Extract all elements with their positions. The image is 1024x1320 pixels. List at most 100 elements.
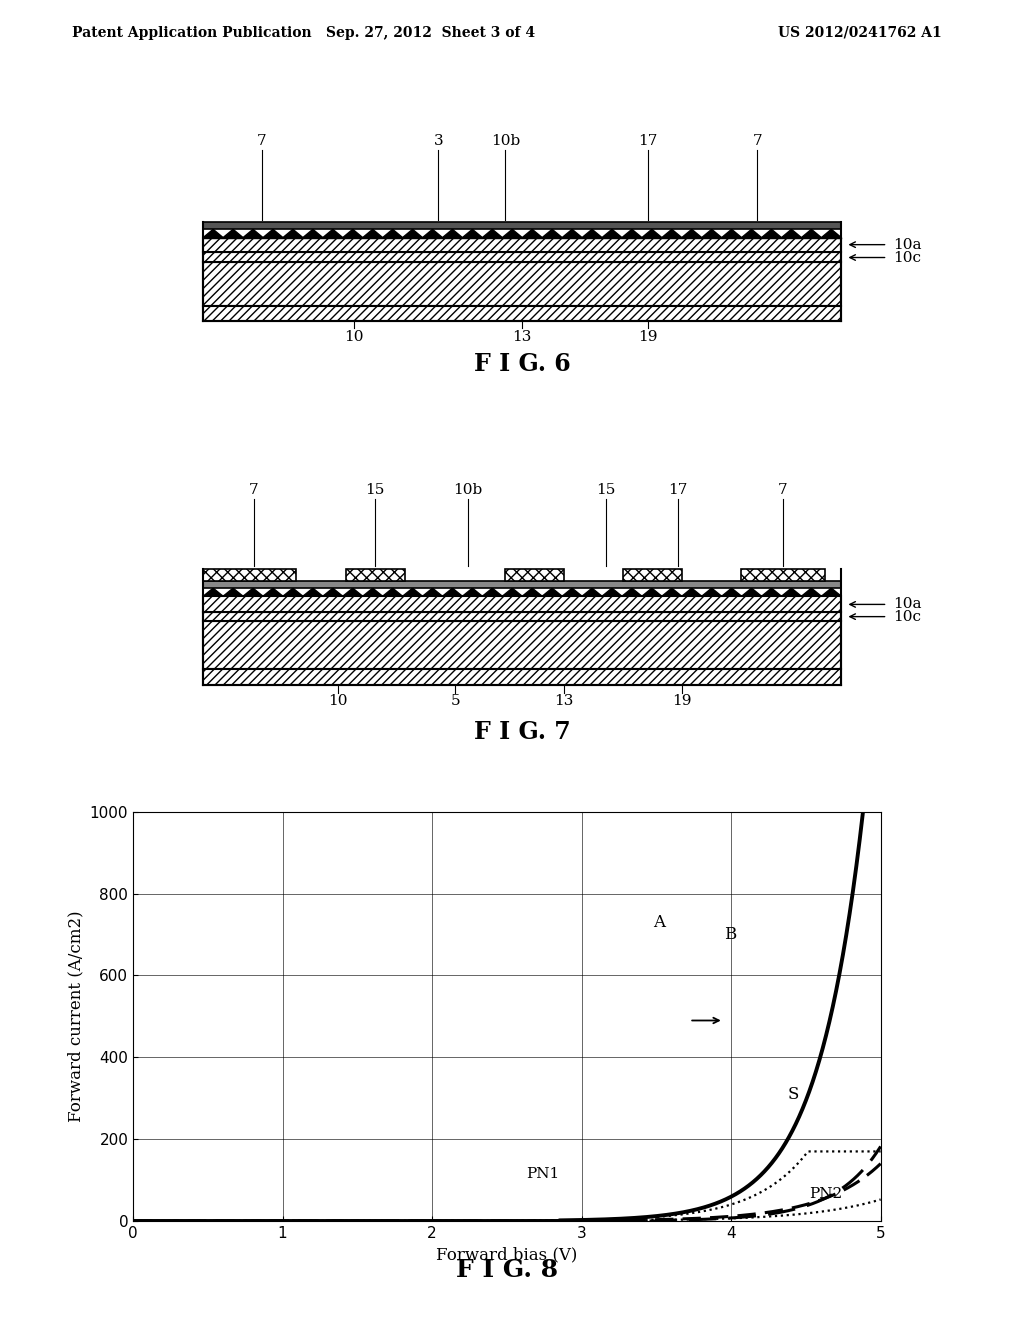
Polygon shape: [802, 589, 821, 597]
Bar: [203, 252, 842, 263]
Polygon shape: [402, 589, 423, 597]
Text: 19: 19: [638, 330, 658, 343]
Polygon shape: [323, 589, 343, 597]
Text: US 2012/0241762 A1: US 2012/0241762 A1: [778, 25, 942, 40]
Bar: [203, 597, 842, 612]
Polygon shape: [482, 230, 503, 238]
Bar: [623, 569, 682, 581]
Polygon shape: [642, 230, 662, 238]
Polygon shape: [582, 589, 602, 597]
Polygon shape: [821, 589, 842, 597]
Text: 15: 15: [597, 483, 615, 496]
Polygon shape: [522, 230, 542, 238]
Polygon shape: [442, 589, 463, 597]
Polygon shape: [741, 589, 762, 597]
Polygon shape: [503, 589, 522, 597]
Polygon shape: [303, 589, 323, 597]
Polygon shape: [602, 230, 622, 238]
Polygon shape: [741, 230, 762, 238]
Text: Sep. 27, 2012  Sheet 3 of 4: Sep. 27, 2012 Sheet 3 of 4: [326, 25, 535, 40]
Text: 10a: 10a: [893, 238, 922, 252]
Text: B: B: [724, 927, 736, 942]
Text: 13: 13: [513, 330, 531, 343]
Polygon shape: [701, 589, 722, 597]
Polygon shape: [503, 230, 522, 238]
Polygon shape: [383, 230, 402, 238]
Text: 7: 7: [249, 483, 258, 496]
Polygon shape: [263, 230, 283, 238]
Bar: [203, 222, 842, 230]
Text: Patent Application Publication: Patent Application Publication: [72, 25, 311, 40]
Polygon shape: [602, 589, 622, 597]
Text: PN1: PN1: [526, 1167, 559, 1181]
Polygon shape: [362, 589, 383, 597]
Text: F I G. 6: F I G. 6: [474, 352, 570, 376]
Polygon shape: [343, 589, 362, 597]
Polygon shape: [323, 230, 343, 238]
Polygon shape: [423, 589, 442, 597]
Polygon shape: [762, 230, 781, 238]
Polygon shape: [223, 230, 243, 238]
Polygon shape: [562, 230, 582, 238]
Text: 7: 7: [753, 135, 762, 148]
Bar: [740, 569, 824, 581]
Text: A: A: [653, 913, 666, 931]
Bar: [203, 669, 842, 685]
Text: 13: 13: [555, 694, 573, 709]
Polygon shape: [781, 589, 802, 597]
Polygon shape: [223, 589, 243, 597]
Polygon shape: [781, 230, 802, 238]
Text: 3: 3: [433, 135, 443, 148]
Bar: [203, 263, 842, 306]
Text: 19: 19: [672, 694, 691, 709]
Polygon shape: [562, 589, 582, 597]
Polygon shape: [423, 230, 442, 238]
Text: S: S: [787, 1085, 800, 1102]
Polygon shape: [203, 589, 223, 597]
Text: 10a: 10a: [893, 598, 922, 611]
Polygon shape: [442, 230, 463, 238]
Text: 5: 5: [451, 694, 460, 709]
Text: F I G. 8: F I G. 8: [456, 1258, 558, 1282]
Text: 17: 17: [639, 135, 657, 148]
Polygon shape: [722, 589, 741, 597]
Text: F I G. 7: F I G. 7: [474, 719, 570, 744]
Polygon shape: [482, 589, 503, 597]
Polygon shape: [263, 589, 283, 597]
Polygon shape: [662, 589, 682, 597]
Polygon shape: [762, 589, 781, 597]
Bar: [203, 569, 296, 581]
Polygon shape: [243, 589, 263, 597]
Polygon shape: [463, 589, 482, 597]
Text: 7: 7: [257, 135, 266, 148]
Polygon shape: [283, 230, 303, 238]
X-axis label: Forward bias (V): Forward bias (V): [436, 1246, 578, 1263]
Polygon shape: [722, 230, 741, 238]
Bar: [203, 622, 842, 669]
Text: 7: 7: [778, 483, 787, 496]
Polygon shape: [821, 230, 842, 238]
Polygon shape: [682, 589, 701, 597]
Y-axis label: Forward current (A/cm2): Forward current (A/cm2): [68, 911, 84, 1122]
Bar: [506, 569, 564, 581]
Polygon shape: [701, 230, 722, 238]
Bar: [203, 306, 842, 321]
Bar: [346, 569, 404, 581]
Polygon shape: [522, 589, 542, 597]
Polygon shape: [542, 589, 562, 597]
Text: 10: 10: [344, 330, 365, 343]
Text: PN2: PN2: [809, 1188, 842, 1201]
Text: 17: 17: [668, 483, 687, 496]
Bar: [203, 612, 842, 622]
Polygon shape: [383, 589, 402, 597]
Polygon shape: [243, 230, 263, 238]
Polygon shape: [682, 230, 701, 238]
Polygon shape: [582, 230, 602, 238]
Polygon shape: [303, 230, 323, 238]
Polygon shape: [802, 230, 821, 238]
Polygon shape: [402, 230, 423, 238]
Text: 15: 15: [366, 483, 385, 496]
Polygon shape: [203, 230, 223, 238]
Polygon shape: [362, 230, 383, 238]
Polygon shape: [662, 230, 682, 238]
